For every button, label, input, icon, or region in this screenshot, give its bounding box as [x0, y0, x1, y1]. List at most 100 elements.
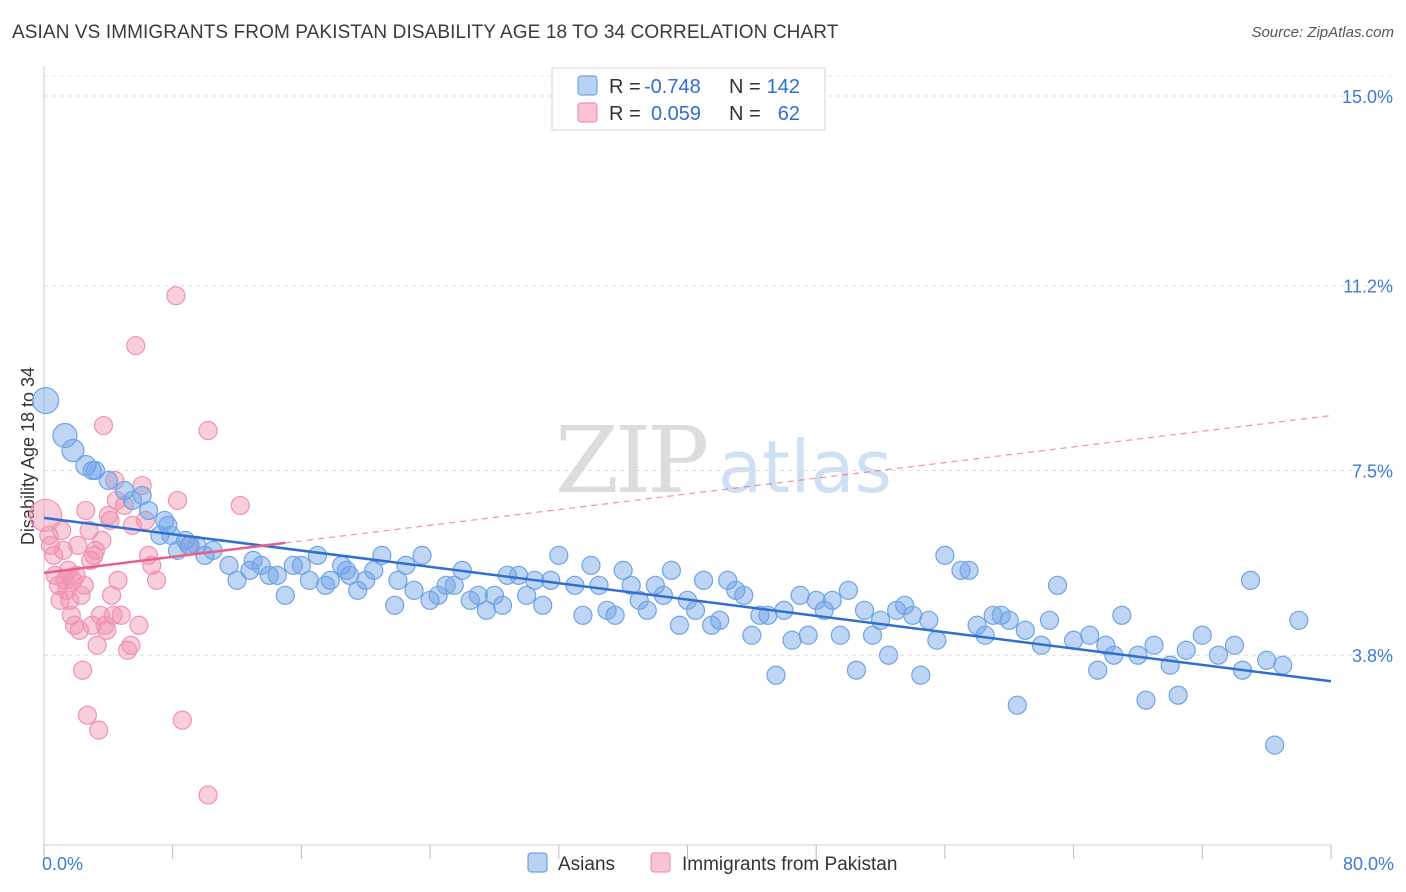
pakistan-point	[68, 535, 88, 555]
asian-point	[1289, 610, 1309, 630]
asian-point	[613, 560, 633, 580]
asian-point	[798, 625, 818, 645]
pakistan-point	[166, 286, 186, 306]
pakistan-point	[132, 475, 152, 496]
pakistan-point	[93, 415, 114, 436]
asian-point	[460, 590, 480, 610]
asian-point	[734, 585, 754, 605]
pakistan-point	[111, 605, 131, 625]
chart-source: Source: ZipAtlas.com	[1251, 24, 1394, 41]
pakistan-point	[29, 498, 63, 533]
asian-point	[637, 600, 657, 620]
asian-point	[412, 545, 432, 565]
pakistan-point	[172, 710, 192, 730]
asian-point	[259, 565, 279, 585]
asian-point	[1265, 735, 1285, 755]
asian-point	[951, 560, 971, 580]
chart-title: ASIAN VS IMMIGRANTS FROM PAKISTAN DISABI…	[12, 22, 839, 43]
legend-n-value-pakistan: 62	[778, 103, 800, 125]
pakistan-point	[85, 540, 106, 560]
asian-point	[1240, 570, 1261, 590]
asian-point	[138, 500, 159, 521]
pakistan-point	[79, 520, 99, 541]
pakistan-point	[73, 660, 93, 680]
asian-point	[283, 555, 303, 575]
asian-point	[1208, 645, 1228, 665]
asian-point	[98, 470, 118, 491]
pakistan-point	[87, 635, 107, 655]
pakistan-point	[198, 785, 218, 805]
asian-point	[1176, 640, 1196, 660]
correlation-legend: R = -0.748 N = 142 R = 0.059 N = 62	[551, 67, 826, 131]
asian-point	[476, 600, 497, 620]
bottom-legend-label-pakistan: Immigrants from Pakistan	[682, 854, 897, 875]
asian-point	[911, 665, 931, 685]
pakistan-point	[66, 565, 86, 585]
asian-point	[605, 605, 625, 625]
asian-point	[1047, 575, 1068, 595]
asian-point	[1088, 660, 1108, 680]
asian-point	[388, 570, 408, 590]
asian-point	[685, 600, 706, 620]
asian-point	[830, 625, 850, 645]
asian-point	[356, 570, 376, 590]
asian-point	[967, 615, 987, 635]
asian-point	[838, 580, 858, 600]
asian-point	[806, 590, 826, 610]
asian-point	[573, 605, 593, 625]
watermark: ZIP atlas	[555, 407, 892, 514]
pakistan-point	[77, 705, 98, 725]
y-axis-label: Disability Age 18 to 34	[18, 367, 38, 545]
asian-point	[484, 585, 505, 605]
asian-point	[404, 580, 424, 600]
watermark-zip: ZIP	[555, 407, 706, 514]
pakistan-points	[29, 286, 250, 805]
asian-point	[336, 560, 357, 580]
asian-point	[492, 595, 513, 615]
asian-point	[862, 625, 883, 645]
x-ticks	[43, 845, 1332, 859]
legend-r-value-pakistan: 0.059	[651, 103, 701, 125]
asian-point	[750, 605, 770, 625]
asian-point	[919, 610, 939, 630]
x-tick-label-min: 0.0%	[42, 854, 83, 874]
asian-point	[621, 575, 641, 595]
trend-lines	[43, 414, 1332, 683]
asian-point	[436, 575, 456, 595]
asian-point	[32, 386, 60, 415]
legend-n-label-pakistan: N =	[729, 103, 761, 125]
asian-point	[320, 570, 340, 590]
watermark-atlas: atlas	[718, 425, 892, 509]
asian-point	[1224, 635, 1245, 655]
asian-point	[1096, 635, 1116, 655]
asian-point	[291, 555, 311, 575]
asian-point	[114, 480, 135, 501]
y-tick-label: 7.5%	[1352, 461, 1393, 481]
asian-point	[1039, 610, 1060, 630]
asian-point	[444, 575, 464, 595]
asian-point	[1192, 625, 1212, 645]
asian-point	[814, 600, 834, 620]
pakistan-point	[105, 470, 125, 491]
legend-n-label-asians: N =	[729, 76, 761, 98]
pakistan-point	[50, 590, 70, 610]
asian-point	[227, 570, 247, 590]
pakistan-point	[230, 495, 250, 516]
asian-point	[878, 645, 899, 665]
asian-point	[782, 630, 802, 650]
asian-point	[822, 590, 842, 610]
pakistan-point	[129, 615, 149, 635]
asian-point	[348, 580, 368, 600]
asian-point	[1015, 620, 1035, 640]
asian-point	[517, 585, 537, 605]
asian-point	[669, 615, 690, 635]
asian-point	[307, 545, 328, 565]
pakistan-point	[44, 545, 64, 565]
bottom-legend-swatch-pakistan	[650, 852, 671, 873]
asian-point	[790, 585, 810, 605]
asian-point	[82, 460, 102, 481]
pakistan-point	[76, 500, 96, 521]
y-tick-label: 3.8%	[1352, 646, 1393, 666]
asian-point	[846, 660, 867, 680]
asian-point	[1080, 625, 1100, 645]
